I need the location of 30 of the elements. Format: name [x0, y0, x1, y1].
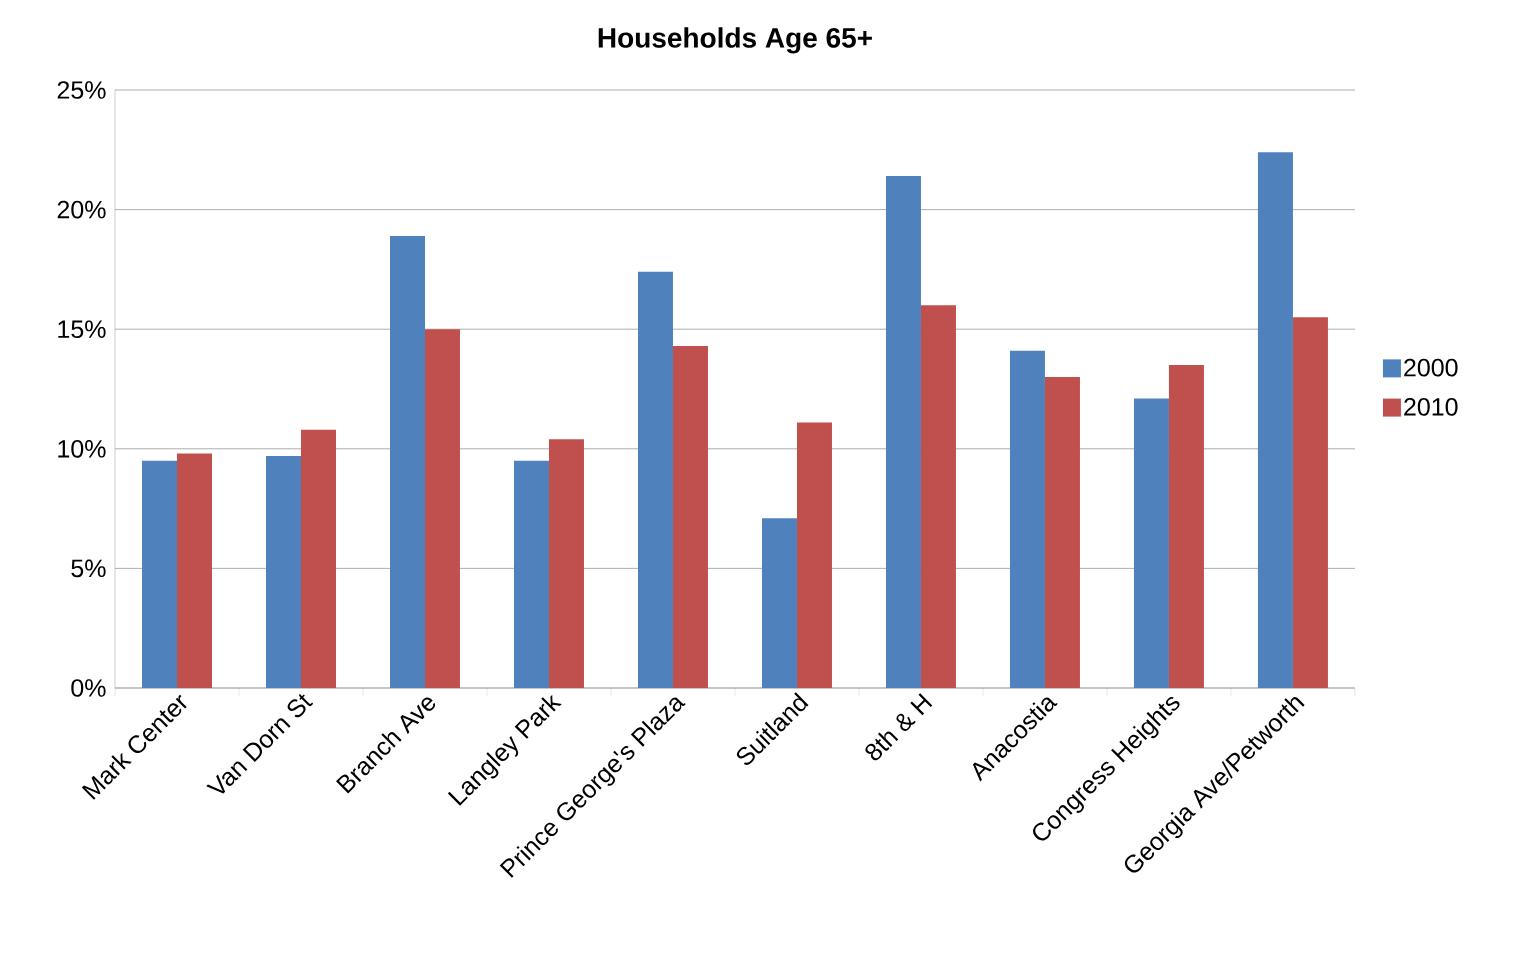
- bar: [177, 453, 212, 688]
- bar: [672, 345, 708, 688]
- bar: [1133, 398, 1169, 688]
- bar: [885, 176, 921, 688]
- y-tick-label: 10%: [58, 439, 106, 458]
- bar: [1044, 377, 1080, 688]
- y-tick-label: 5%: [71, 559, 106, 578]
- x-tick-label: 8th & H: [865, 693, 933, 761]
- legend-label: 2010: [1404, 398, 1458, 416]
- bar: [424, 329, 460, 688]
- y-tick-label: 0%: [71, 679, 106, 697]
- bar: [300, 429, 336, 688]
- y-tick-label: 20%: [57, 200, 106, 219]
- y-tick-label: 25%: [57, 81, 106, 99]
- chart-title: Households Age 65+: [598, 27, 872, 54]
- bar: [1292, 317, 1328, 688]
- bar: [796, 422, 832, 688]
- y-tick-label: 15%: [58, 320, 106, 338]
- bar: [142, 460, 177, 688]
- bar: [1257, 152, 1293, 688]
- bar: [548, 439, 584, 688]
- bar: [920, 305, 956, 688]
- bar: [637, 271, 673, 688]
- bar: [1009, 350, 1045, 688]
- bar: [266, 455, 301, 688]
- bar: [513, 460, 549, 688]
- bar: [389, 235, 425, 688]
- legend-label: 2000: [1404, 358, 1458, 377]
- bar: [1168, 365, 1204, 688]
- bar: [761, 518, 797, 688]
